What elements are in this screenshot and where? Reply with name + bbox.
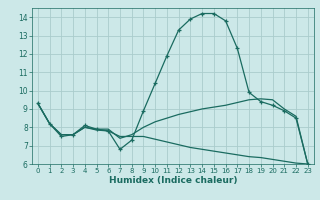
- X-axis label: Humidex (Indice chaleur): Humidex (Indice chaleur): [108, 176, 237, 185]
